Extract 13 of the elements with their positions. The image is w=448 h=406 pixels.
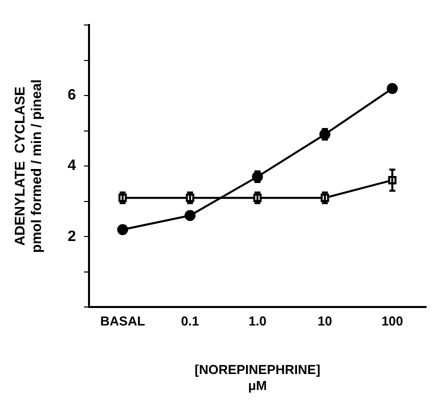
point bbox=[184, 210, 196, 221]
x-tick-label: 100 bbox=[381, 314, 404, 329]
point bbox=[117, 224, 128, 236]
y-axis-title: ADENYLATE CYCLASE pmol formed / min / pineal bbox=[11, 79, 44, 253]
x-axis-title: [NOREPINEPHRINE] μM bbox=[194, 362, 320, 393]
point bbox=[386, 82, 398, 94]
x-tick-label: 0.1 bbox=[181, 314, 200, 329]
x-tick-label: 10 bbox=[318, 314, 332, 329]
x-tick-label: BASAL bbox=[100, 314, 146, 329]
y-tick-label: 2 bbox=[68, 228, 76, 245]
y-tick-label: 6 bbox=[68, 86, 76, 104]
y-tick-label: 4 bbox=[68, 157, 77, 174]
x-tick-label: 1.0 bbox=[248, 314, 267, 329]
